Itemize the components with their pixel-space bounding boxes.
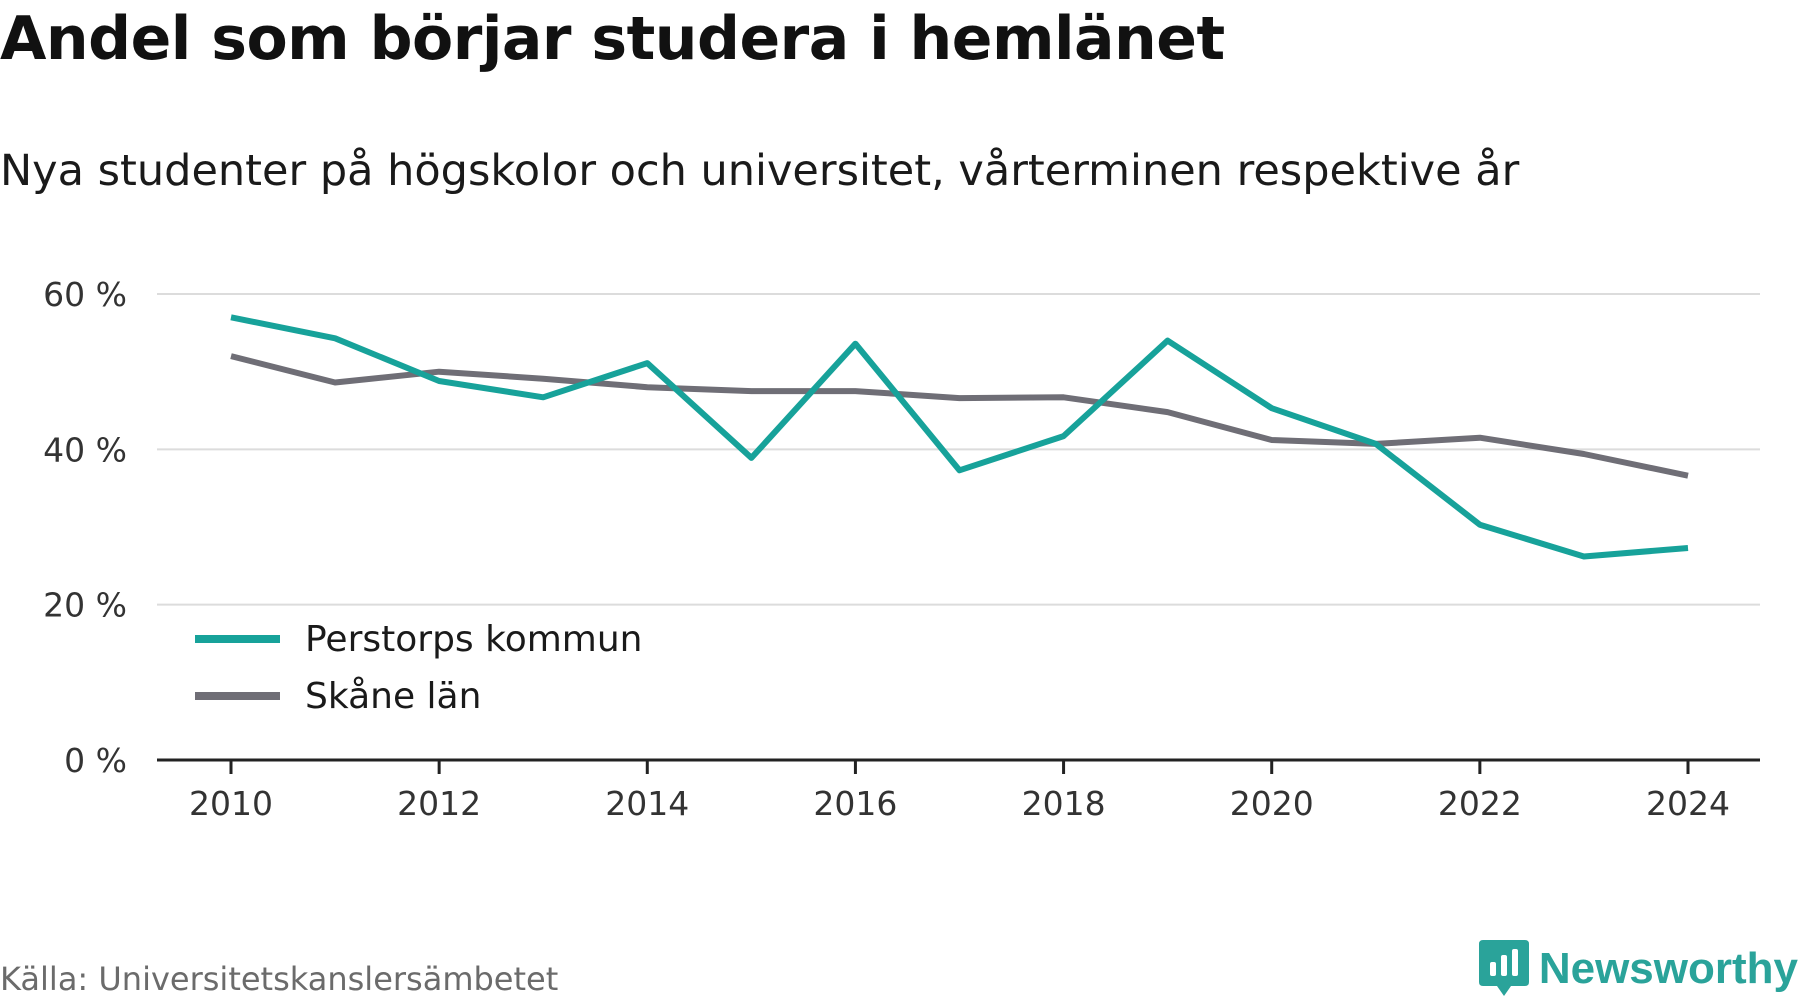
y-axis-ticks: 0 % 20 % 40 % 60 % [43,275,127,780]
series-lines [230,314,1689,560]
brand-name: Newsworthy [1538,944,1798,993]
chart-title: Andel som börjar studera i hemlänet [0,4,1225,74]
chart-subtitle: Nya studenter på högskolor och universit… [0,146,1520,196]
series-line-perstorps-kommun [230,314,1689,560]
x-tick-label: 2014 [605,784,689,823]
x-tick-label: 2022 [1438,784,1522,823]
brand-logo: Newsworthy [1478,940,1798,998]
series-line-skåne-län [230,353,1689,479]
legend-label: Perstorps kommun [305,619,642,660]
y-tick-label: 0 % [64,741,127,780]
x-tick-label: 2012 [397,784,481,823]
y-tick-label: 20 % [43,586,127,625]
legend-label: Skåne län [305,676,481,717]
x-tick-label: 2016 [813,784,897,823]
y-tick-label: 40 % [43,430,127,469]
y-tick-label: 60 % [43,275,127,314]
newsworthy-logo-icon [1478,940,1529,996]
source-note: Källa: Universitetskanslersämbetet [0,960,559,998]
x-axis: 2010 2012 2014 2016 2018 2020 2022 2024 [157,758,1760,823]
x-tick-label: 2018 [1022,784,1106,823]
x-tick-label: 2010 [189,784,273,823]
x-tick-label: 2020 [1230,784,1314,823]
x-tick-label: 2024 [1646,784,1730,823]
gridlines [157,293,1760,606]
legend: Perstorps kommun Skåne län [195,619,642,717]
